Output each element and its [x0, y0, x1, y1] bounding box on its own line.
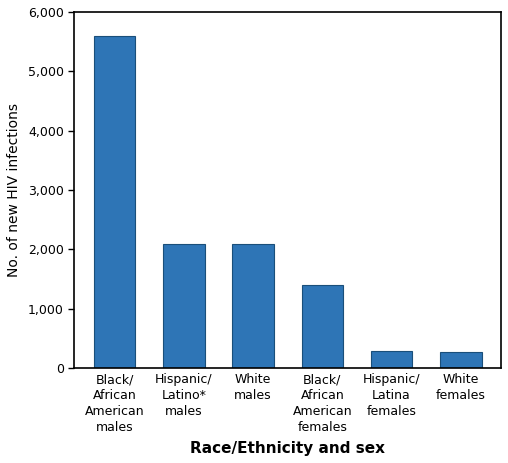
Bar	[302, 285, 343, 368]
X-axis label: Race/Ethnicity and sex: Race/Ethnicity and sex	[190, 441, 385, 456]
Bar	[93, 36, 135, 368]
Y-axis label: No. of new HIV infections: No. of new HIV infections	[7, 103, 21, 277]
Bar	[440, 351, 482, 368]
Bar	[232, 244, 274, 368]
Bar	[371, 351, 412, 368]
Bar	[163, 244, 205, 368]
